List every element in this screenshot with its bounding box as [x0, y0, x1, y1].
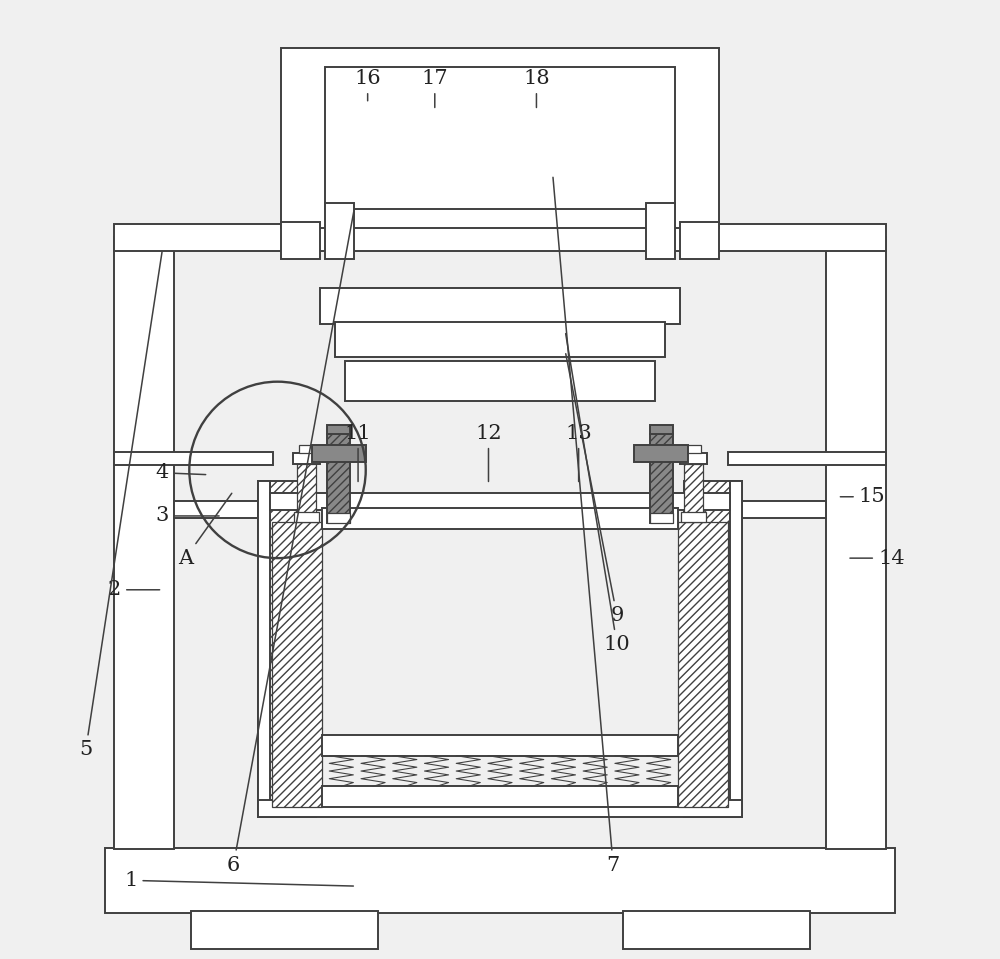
Bar: [826, 237, 886, 849]
Text: 7: 7: [553, 177, 620, 875]
Bar: [320, 288, 680, 324]
Bar: [258, 481, 270, 817]
Bar: [678, 522, 728, 807]
Bar: [322, 508, 678, 529]
Text: 9: 9: [566, 354, 624, 625]
Bar: [293, 453, 320, 464]
Bar: [680, 453, 707, 464]
Bar: [114, 224, 886, 251]
Text: 1: 1: [124, 871, 353, 890]
Bar: [297, 464, 316, 514]
Bar: [327, 513, 350, 523]
Bar: [680, 222, 719, 259]
Bar: [114, 237, 174, 849]
Bar: [322, 735, 678, 756]
Bar: [191, 911, 378, 949]
Bar: [325, 203, 354, 259]
Text: 18: 18: [523, 69, 550, 107]
Text: 13: 13: [565, 424, 592, 481]
Bar: [634, 445, 688, 462]
Bar: [650, 434, 673, 523]
Bar: [258, 481, 316, 817]
Bar: [740, 501, 826, 518]
Text: 12: 12: [475, 424, 502, 481]
Bar: [325, 67, 675, 209]
Bar: [322, 786, 678, 807]
Bar: [730, 483, 742, 529]
Text: 5: 5: [79, 252, 162, 760]
Bar: [258, 800, 742, 817]
Text: 17: 17: [421, 69, 448, 107]
Bar: [646, 203, 675, 259]
Bar: [312, 445, 366, 462]
Text: 16: 16: [354, 69, 381, 101]
Bar: [270, 493, 730, 510]
Text: 3: 3: [156, 506, 219, 526]
Text: 14: 14: [850, 549, 905, 568]
Text: 10: 10: [566, 334, 630, 654]
Bar: [299, 445, 314, 453]
Bar: [335, 322, 665, 357]
Bar: [281, 222, 320, 259]
Text: 15: 15: [840, 487, 885, 506]
Bar: [681, 512, 706, 522]
Bar: [623, 911, 810, 949]
Bar: [327, 434, 350, 523]
Bar: [272, 522, 322, 807]
Bar: [728, 452, 886, 465]
Bar: [650, 513, 673, 523]
Bar: [114, 452, 273, 465]
Bar: [105, 848, 895, 913]
Text: 4: 4: [156, 463, 206, 482]
Bar: [345, 361, 655, 401]
Bar: [684, 481, 742, 817]
Text: 2: 2: [108, 580, 160, 599]
Text: 11: 11: [345, 424, 371, 481]
Bar: [174, 501, 260, 518]
Bar: [686, 445, 701, 453]
Bar: [684, 464, 703, 514]
Bar: [730, 481, 742, 817]
Bar: [294, 512, 319, 522]
Bar: [258, 483, 270, 529]
Text: 6: 6: [227, 212, 354, 875]
Bar: [650, 425, 673, 434]
Text: A: A: [178, 493, 232, 568]
Bar: [281, 48, 719, 228]
Bar: [327, 425, 350, 434]
